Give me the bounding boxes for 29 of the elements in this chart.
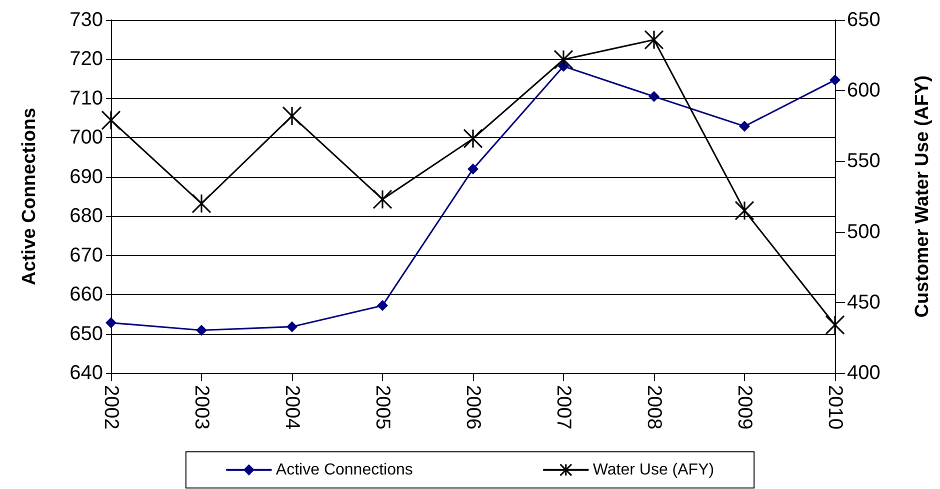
x-tick-label: 2002 [100,385,122,430]
x-tick-label: 2006 [462,385,484,430]
y-tick-label: 650 [70,322,103,345]
y-tick-label: 720 [70,48,103,70]
y-tick-label: 660 [70,284,103,306]
y2-tick-label: 600 [847,80,880,102]
x-tick-label: 2010 [824,385,846,430]
x-tick-label: 2003 [190,385,212,430]
y-tick-label: 700 [70,126,103,149]
y-tick-label: 640 [70,362,103,384]
y-tick-label: 680 [70,205,103,228]
y-tick-label: 670 [70,244,103,266]
y2-tick-label: 650 [847,9,880,31]
y2-tick-label: 450 [847,291,880,314]
y2-axis-title: Customer Water Use (AFY) [912,75,933,318]
y-tick-label: 710 [70,87,103,110]
y2-tick-label: 500 [847,220,880,243]
y2-tick-label: 550 [847,150,880,172]
y2-tick-label: 400 [847,362,880,384]
x-tick-label: 2007 [552,385,574,430]
x-tick-label: 2004 [281,385,303,430]
x-tick-label: 2009 [734,385,756,430]
y-axis-title: Active Connections [19,108,40,286]
x-tick-label: 2005 [372,385,394,430]
legend-label: Water Use (AFY) [592,461,714,478]
x-tick-label: 2008 [643,385,665,430]
y-tick-label: 690 [70,166,103,188]
y-tick-label: 730 [70,9,103,31]
legend-label: Active Connections [276,461,413,478]
